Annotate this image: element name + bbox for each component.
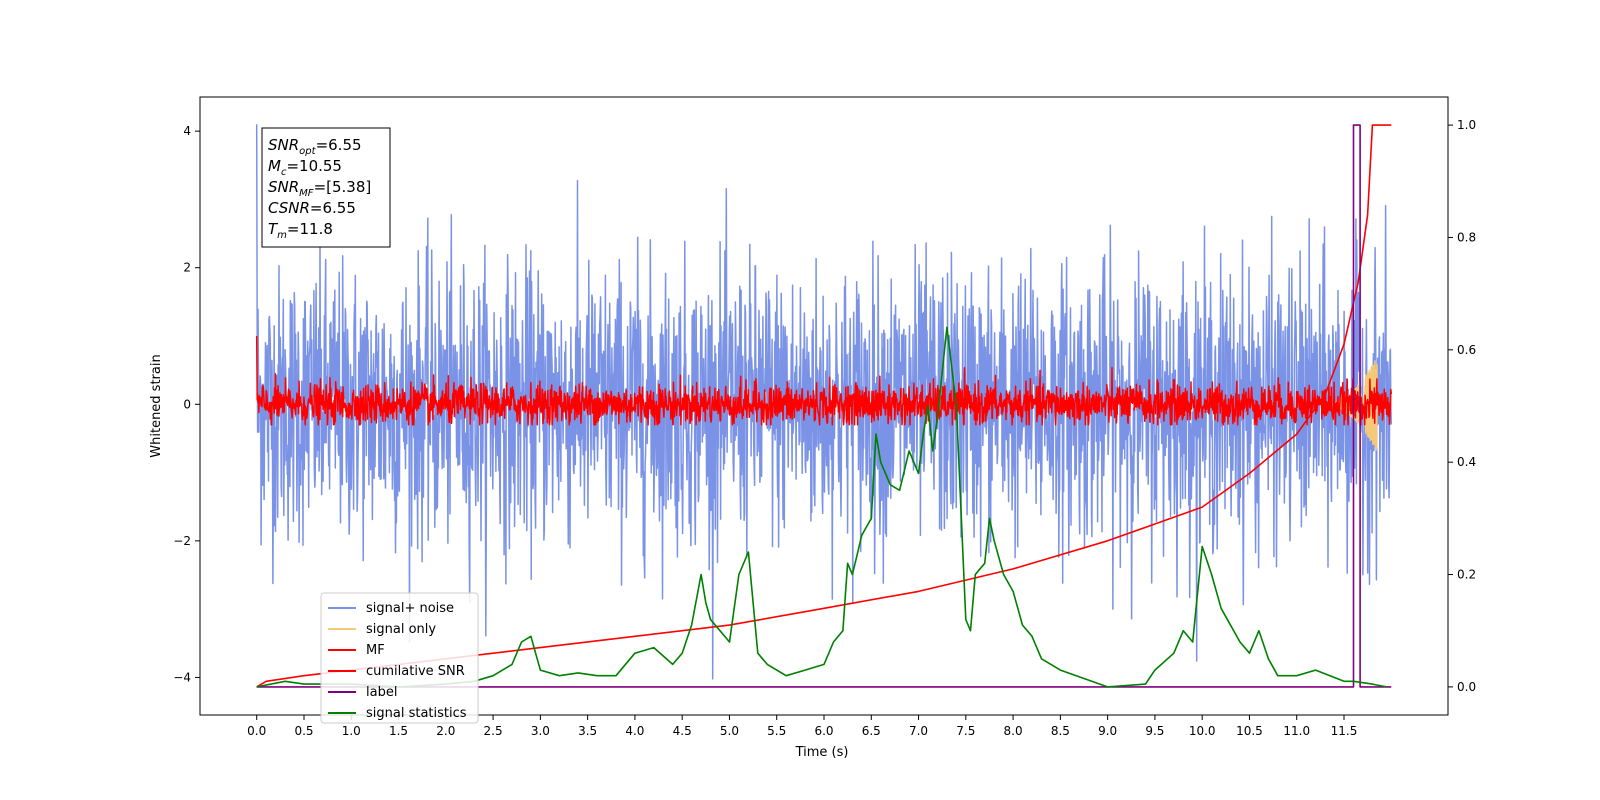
x-tick-label: 8.0 — [1004, 724, 1023, 738]
annotation-line: SNRopt=6.55 — [268, 136, 362, 157]
annotation-frame — [261, 127, 391, 248]
x-axis: 0.0 0.5 1.0 1.5 2.0 2.5 3.0 3.5 4.0 4.5 5.0 5.5 6.0 6… — [247, 715, 1357, 738]
legend-label: MF — [366, 643, 385, 658]
x-tick-label: 5.0 — [720, 724, 739, 738]
series-line-4 — [256, 124, 1392, 688]
legend-label: signal only — [366, 622, 436, 637]
x-tick-label: 11.0 — [1283, 724, 1310, 738]
x-tick-label: 4.0 — [625, 724, 644, 738]
y-axis-left: 4 2 0 −2 −4 — [173, 124, 200, 684]
x-tick-label: 2.0 — [436, 724, 455, 738]
legend-frame — [320, 592, 479, 724]
y-tick-label: 2 — [183, 261, 191, 275]
series-line-0 — [255, 124, 1393, 680]
y2-tick-label: 0.2 — [1457, 568, 1476, 582]
annotation-line: Tm=11.8 — [268, 220, 333, 241]
x-tick-label: 2.5 — [484, 724, 503, 738]
x-tick-label: 3.0 — [531, 724, 550, 738]
y-tick-label: 4 — [183, 124, 191, 138]
series-line-5 — [256, 326, 1387, 688]
x-tick-label: 6.5 — [862, 724, 881, 738]
legend-label: label — [366, 685, 397, 700]
x-tick-label: 3.5 — [578, 724, 597, 738]
annotation-line: Mc=10.55 — [268, 157, 342, 178]
x-tick-label: 1.0 — [342, 724, 361, 738]
series-line-2 — [255, 335, 1393, 426]
x-tick-label: 4.5 — [673, 724, 692, 738]
y-tick-label: 0 — [183, 397, 191, 411]
x-tick-label: 7.0 — [909, 724, 928, 738]
x-tick-label: 10.0 — [1189, 724, 1216, 738]
x-tick-label: 6.0 — [814, 724, 833, 738]
legend-label: cumilative SNR — [366, 664, 465, 679]
y-axis-label: Whitened strain — [149, 354, 164, 457]
annotation-line: CSNR=6.55 — [268, 199, 356, 217]
y2-tick-label: 0.4 — [1457, 455, 1476, 469]
annotation-box: SNRopt=6.55Mc=10.55SNRMF=[5.38]CSNR=6.55… — [261, 127, 391, 248]
y-tick-label: −2 — [173, 534, 191, 548]
legend: signal+ noise signal only MF cumilative SNR… — [320, 592, 479, 724]
y-axis-right: 1.0 0.8 0.6 0.4 0.2 0.0 — [1448, 118, 1476, 694]
x-tick-label: 5.5 — [767, 724, 786, 738]
x-tick-label: 7.5 — [956, 724, 975, 738]
y2-tick-label: 0.6 — [1457, 343, 1476, 357]
x-tick-label: 10.5 — [1236, 724, 1263, 738]
annotation-line: SNRMF=[5.38] — [268, 178, 371, 199]
x-tick-label: 9.0 — [1098, 724, 1117, 738]
legend-label: signal statistics — [366, 706, 467, 721]
x-axis-label: Time (s) — [795, 745, 849, 760]
x-tick-label: 8.5 — [1051, 724, 1070, 738]
y-tick-label: −4 — [173, 670, 191, 684]
y2-tick-label: 1.0 — [1457, 118, 1476, 132]
x-tick-label: 1.5 — [389, 724, 408, 738]
y2-tick-label: 0.8 — [1457, 230, 1476, 244]
x-tick-label: 0.0 — [247, 724, 266, 738]
y2-tick-label: 0.0 — [1457, 680, 1476, 694]
legend-label: signal+ noise — [366, 601, 454, 616]
x-tick-label: 11.5 — [1331, 724, 1358, 738]
x-tick-label: 0.5 — [294, 724, 313, 738]
x-tick-label: 9.5 — [1145, 724, 1164, 738]
